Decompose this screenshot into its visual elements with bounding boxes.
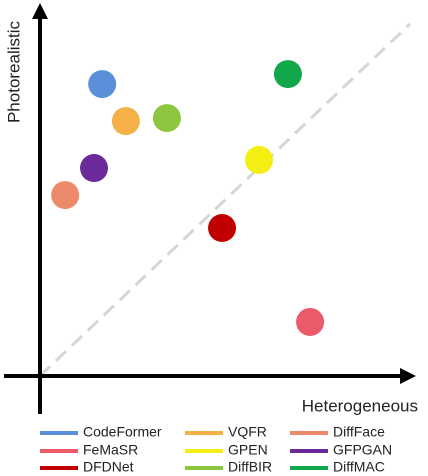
diagonal [38,22,412,378]
x-axis-label: Heterogeneous [302,396,418,415]
y-axis-label: Photorealistic [4,20,23,123]
y-arrow [32,3,48,19]
point [273,60,302,89]
point [88,70,117,99]
legend-label: DiffFace [333,424,385,440]
point [296,307,325,336]
point [80,154,109,183]
legend-label: DiffBIR [228,459,272,475]
legend-label: GFPGAN [333,442,392,458]
legend-label: VQFR [228,424,267,440]
point [245,145,274,174]
legend-label: DiffMAC [333,459,385,475]
legend-label: CodeFormer [83,424,162,440]
point [152,104,181,133]
point [111,107,140,136]
x-arrow [400,368,416,384]
legend-label: DFDNet [83,459,134,475]
point [208,214,237,242]
legend-label: FeMaSR [83,442,138,458]
point [51,181,80,210]
legend-label: GPEN [228,442,268,458]
